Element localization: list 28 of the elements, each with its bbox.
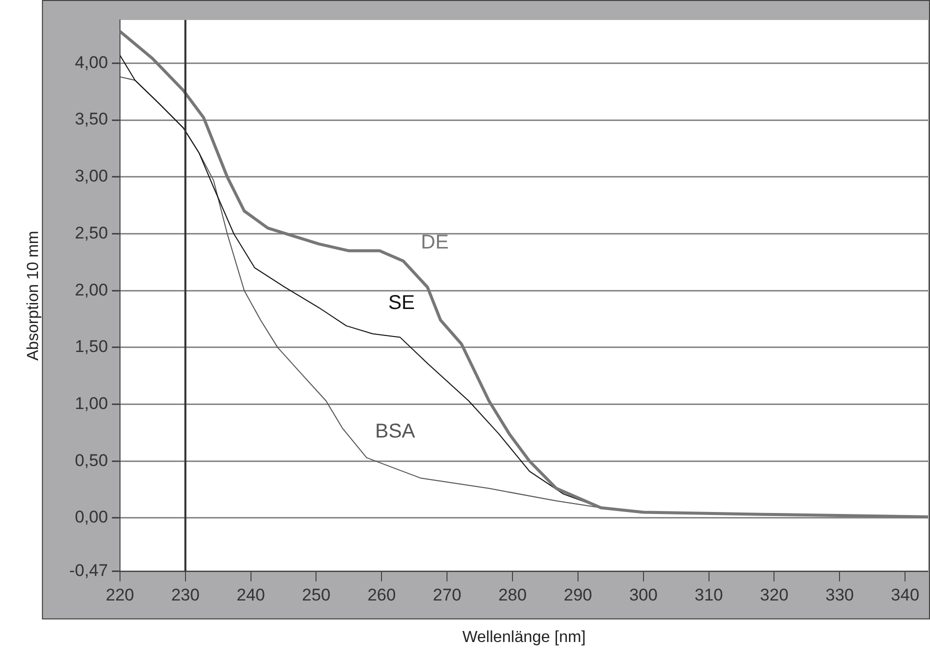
y-tick-label: 0,50 (74, 450, 108, 470)
x-tick-label: 330 (825, 585, 854, 604)
y-tick-label: 4,00 (74, 52, 108, 72)
x-tick-label: 300 (629, 585, 658, 604)
y-tick-label: 2,00 (74, 280, 108, 300)
series-label: DE (420, 232, 449, 254)
y-tick-label: 3,50 (74, 110, 108, 129)
y-tick-label: -0,47 (69, 561, 108, 580)
x-axis-title: Wellenlänge [nm] (462, 628, 586, 646)
x-tick-label: 220 (106, 585, 134, 604)
x-tick-label: 340 (890, 585, 920, 604)
x-tick-label: 250 (302, 585, 330, 604)
x-tick-label: 260 (367, 585, 396, 604)
x-tick-label: 280 (498, 585, 527, 604)
series-label: BSA (375, 420, 416, 442)
x-tick-label: 230 (171, 585, 200, 604)
x-tick-label: 270 (432, 585, 462, 604)
y-axis-title: Absorption 10 mm (25, 230, 42, 361)
y-tick-label: 2,50 (74, 223, 108, 242)
y-tick-label: 3,00 (74, 166, 108, 186)
y-tick-label: 1,50 (74, 337, 108, 356)
series-label: SE (388, 292, 415, 314)
y-tick-label: 1,00 (74, 394, 108, 413)
x-tick-label: 310 (694, 585, 723, 604)
x-tick-label: 320 (760, 585, 788, 604)
y-tick-label: 0,00 (74, 508, 108, 527)
x-tick-label: 290 (564, 585, 592, 604)
x-tick-label: 240 (236, 585, 265, 604)
